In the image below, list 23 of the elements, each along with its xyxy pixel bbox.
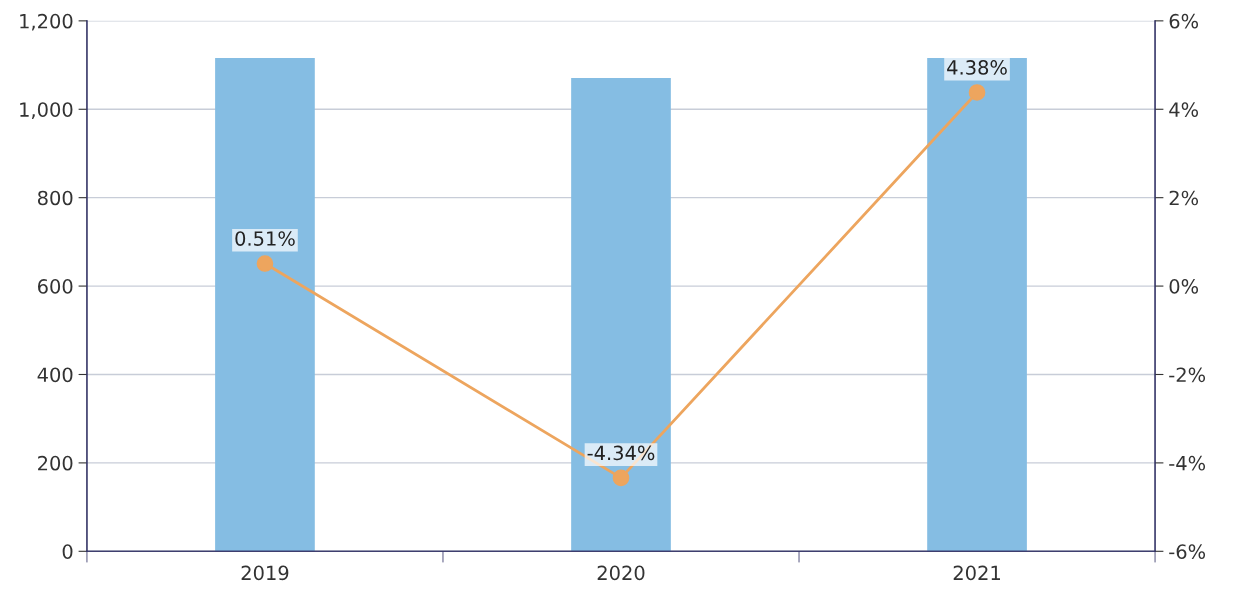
y2-tick-label: -2% bbox=[1169, 367, 1206, 383]
data-label: 0.51% bbox=[235, 231, 295, 246]
y2-tick-label: -6% bbox=[1169, 544, 1206, 559]
y2-tick-label: 0% bbox=[1169, 279, 1199, 294]
y2-tick-label: 4% bbox=[1169, 102, 1199, 117]
y-tick-label: 600 bbox=[37, 279, 73, 294]
y2-tick-label: 6% bbox=[1169, 13, 1199, 29]
data-label: -4.34% bbox=[587, 445, 655, 461]
y-tick-label: 0 bbox=[62, 544, 73, 559]
point bbox=[612, 469, 630, 487]
point bbox=[968, 84, 986, 101]
x-tick-label: 2019 bbox=[241, 565, 289, 581]
y-tick-label: 1,000 bbox=[20, 102, 73, 119]
y-tick-label: 400 bbox=[37, 367, 73, 383]
y2-tick-label: 2% bbox=[1169, 190, 1199, 206]
y-tick-label: 200 bbox=[38, 455, 73, 471]
x-tick-label: 2021 bbox=[953, 565, 1000, 581]
point bbox=[256, 255, 274, 272]
x-tick-label: 2020 bbox=[597, 565, 645, 581]
data-label: 4.38% bbox=[947, 60, 1007, 75]
y2-tick-label: -4% bbox=[1169, 455, 1206, 471]
y-tick-label: 800 bbox=[37, 190, 73, 206]
y-tick-label: 1,200 bbox=[20, 13, 73, 31]
